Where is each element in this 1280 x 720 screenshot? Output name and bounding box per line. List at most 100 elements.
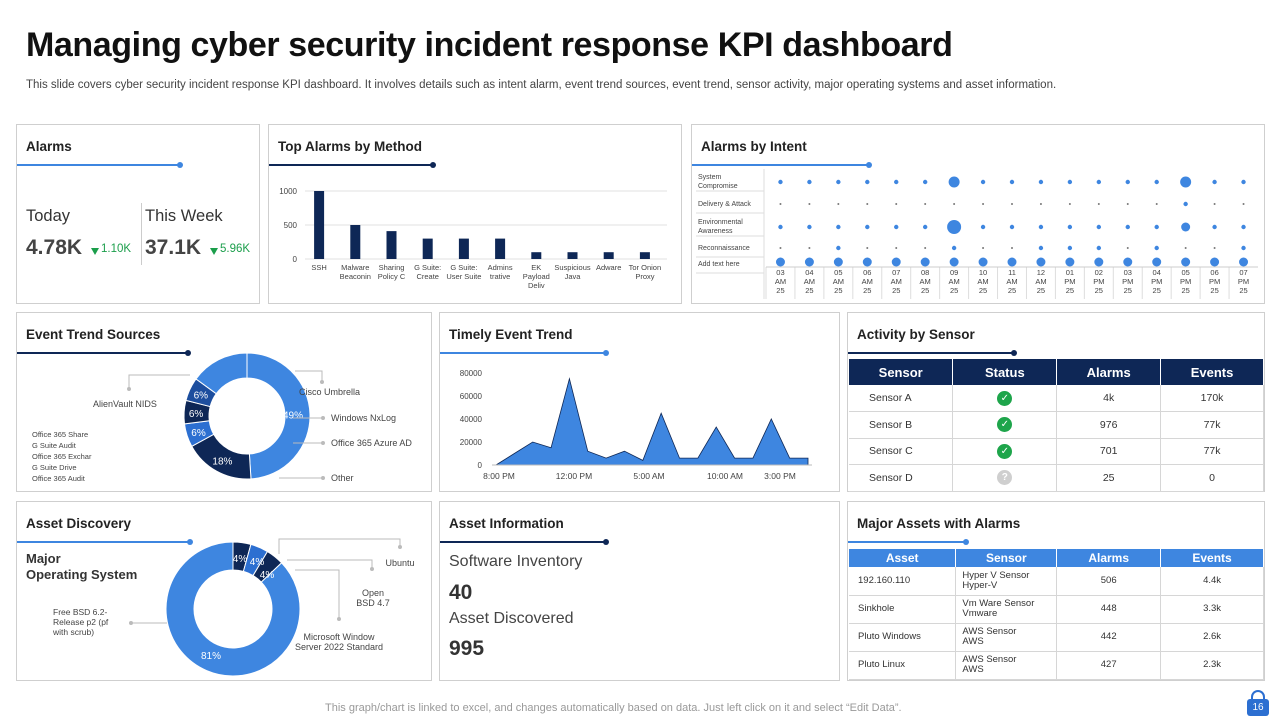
- asset-discovered-value: 995: [449, 637, 485, 660]
- intent-bubble: [1125, 179, 1130, 185]
- intent-bubble: [947, 220, 962, 234]
- y-tick-label: 80000: [460, 369, 483, 378]
- slice-label: with scrub): [52, 627, 94, 637]
- intent-col-label: 25: [1095, 286, 1103, 295]
- leader-line: [295, 569, 340, 618]
- table-row[interactable]: Sensor C ✓ 701 77k: [849, 438, 1264, 465]
- leader-dot: [398, 545, 402, 549]
- intent-bubble: [1241, 245, 1246, 251]
- leader-dot: [321, 416, 325, 420]
- timely-area-chart[interactable]: 80000 60000 40000 20000 08:00 PM 12:00 PM 5:00…: [440, 361, 839, 491]
- intent-col-label: 25: [950, 286, 958, 295]
- intent-bubble: [951, 245, 957, 251]
- bar: [458, 238, 469, 259]
- x-tick-label: 3:00 PM: [764, 471, 796, 481]
- intent-col-label: 04: [805, 268, 813, 277]
- table-row[interactable]: Sensor D? 25 0: [849, 464, 1264, 492]
- title-underline: [17, 162, 183, 168]
- intent-col-label: AM: [1006, 277, 1017, 286]
- intent-col-label: PM: [1064, 277, 1075, 286]
- x-tick-label: EK: [531, 263, 541, 272]
- intent-col-label: 05: [1181, 268, 1189, 277]
- col-sensor: Sensor: [849, 359, 954, 385]
- table-row[interactable]: Sensor A ✓ 4k 170k: [849, 385, 1264, 412]
- slice-percent: 6%: [194, 390, 209, 401]
- intent-bubble: [807, 224, 812, 230]
- leader-dot: [337, 617, 341, 621]
- leader-line: [295, 370, 323, 381]
- intent-bubble: [833, 257, 843, 267]
- table-row[interactable]: Pluto Windows AWS Sensor AWS 442 2.6k: [849, 623, 1264, 652]
- intent-bubble: [982, 247, 985, 249]
- intent-bubble: [836, 245, 841, 251]
- major-os-label: Major Operating System: [26, 551, 138, 582]
- x-tick-label: Create: [416, 272, 439, 281]
- table-row[interactable]: Sinkhole Vm Ware Sensor Vmware 448 3.3k: [849, 595, 1264, 624]
- x-tick-label: Malware: [341, 263, 369, 272]
- intent-bubble-chart[interactable]: System Compromise Delivery & Attack Environ…: [692, 169, 1264, 303]
- asset-name: 192.160.110: [849, 567, 957, 596]
- asset-alarms: 427: [1056, 651, 1162, 680]
- check-icon: ✓: [997, 443, 1013, 459]
- office-365-item: G Suite Drive: [32, 463, 77, 472]
- intent-bubble: [924, 247, 927, 249]
- intent-bubble: [1181, 222, 1191, 232]
- table-row[interactable]: Sensor B ✓ 976 77k: [849, 411, 1264, 439]
- intent-col-label: 06: [1210, 268, 1218, 277]
- intent-bubble: [1009, 179, 1015, 185]
- slice-label: BSD 4.7: [356, 598, 390, 608]
- y-tick-label: 40000: [460, 415, 483, 424]
- bar: [531, 252, 542, 259]
- x-tick-label: Deliv: [528, 281, 545, 290]
- sensor-name: Sensor A: [849, 385, 954, 412]
- asset-name: Pluto Linux: [849, 651, 957, 680]
- intent-bubble: [1213, 203, 1216, 205]
- week-value: 37.1K: [145, 236, 202, 259]
- intent-col-label: 25: [776, 286, 784, 295]
- week-delta: 5.96K: [210, 243, 250, 255]
- event-sources-donut-chart[interactable]: 49% 18% 6% 6% 6% AlienVault NIDS Cisco Umbrell…: [17, 313, 431, 491]
- sensor-table: Sensor Status Alarms Events Sensor A ✓ 4k 1…: [849, 359, 1264, 492]
- intent-row-label: Add text here: [698, 261, 740, 268]
- slice-label: Open: [362, 588, 384, 598]
- bar: [639, 252, 650, 259]
- intent-col-label: 25: [1239, 286, 1247, 295]
- intent-bubble: [775, 257, 785, 267]
- table-row[interactable]: 192.160.110 Hyper V Sensor Hyper-V 506 4.4k: [849, 567, 1264, 596]
- major-assets-panel: Major Assets with Alarms Asset Sensor Al…: [847, 501, 1265, 681]
- intent-bubble: [1154, 224, 1159, 230]
- intent-bubble: [1125, 224, 1130, 230]
- intent-bubble: [778, 224, 783, 230]
- sensor-status: ✓: [952, 385, 1058, 412]
- intent-col-label: PM: [1093, 277, 1104, 286]
- x-tick-label: Suspicious: [554, 263, 591, 272]
- asset-discovered-label: Asset Discovered: [449, 610, 574, 627]
- x-tick-label: SSH: [311, 263, 326, 272]
- alarms-title: Alarms: [26, 139, 72, 154]
- bar: [386, 231, 397, 259]
- intent-bubble: [953, 203, 956, 205]
- slice-label: Other: [331, 473, 354, 483]
- leader-dot: [320, 380, 324, 384]
- area-series: [494, 377, 809, 466]
- intent-row-label: Compromise: [698, 183, 738, 190]
- sensor-name: Sensor D: [849, 464, 954, 492]
- slice-percent: 81%: [201, 651, 221, 662]
- intent-row-label: System: [698, 174, 722, 181]
- today-label: Today: [26, 207, 71, 225]
- top-alarms-panel: Top Alarms by Method 1000 500 0 SSH Malware B…: [268, 124, 682, 304]
- intent-bubble: [1241, 224, 1246, 230]
- down-triangle-icon: [210, 248, 218, 255]
- bar: [350, 225, 361, 259]
- intent-bubble: [922, 179, 928, 185]
- intent-bubble: [1123, 257, 1133, 267]
- y-tick-label: 0: [293, 255, 298, 264]
- intent-bubble: [1011, 203, 1013, 205]
- intent-col-label: 25: [921, 286, 929, 295]
- intent-bubble: [808, 203, 811, 205]
- intent-bubble: [836, 179, 841, 185]
- table-row[interactable]: Pluto Linux AWS Sensor AWS 427 2.3k: [849, 651, 1264, 680]
- major-assets-title: Major Assets with Alarms: [857, 516, 1021, 531]
